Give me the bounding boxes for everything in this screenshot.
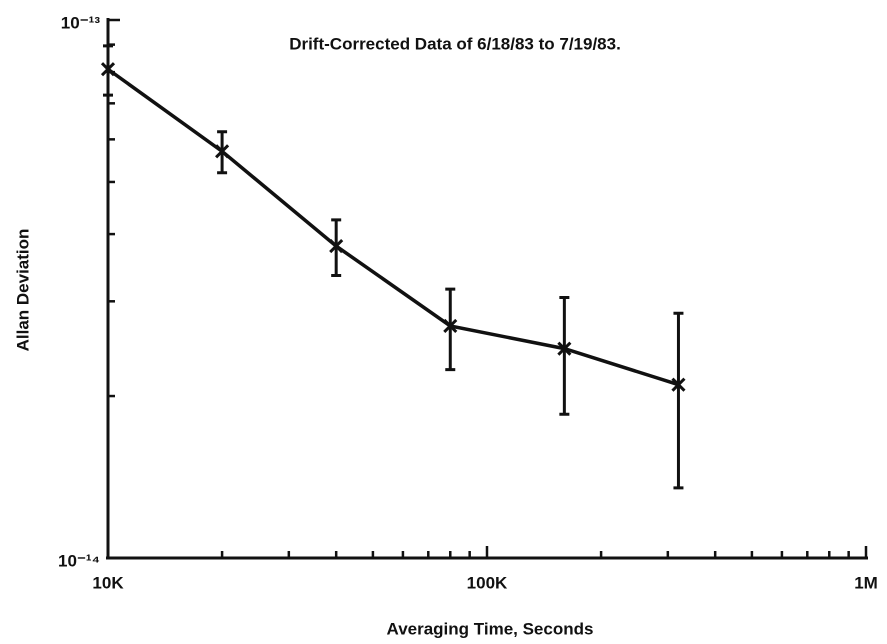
marker [329, 239, 344, 254]
line [106, 67, 679, 387]
marker [215, 144, 230, 159]
y-axis-label: Allan Deviation [13, 229, 32, 352]
error-bar [559, 295, 570, 416]
error-bar [673, 311, 684, 490]
x-tick-label: 100K [467, 573, 508, 592]
marker [443, 318, 458, 333]
x-tick-label: 10K [92, 573, 124, 592]
marker [671, 377, 686, 392]
x-axis-label: Averaging Time, Seconds [387, 619, 594, 638]
marker [100, 62, 116, 77]
x-tick-label: 1M [854, 573, 878, 592]
y-tick-label: 10⁻¹⁴ [58, 551, 100, 570]
error-bar [445, 287, 456, 372]
y-tick-label: 10⁻¹³ [61, 13, 101, 32]
chart-title: Drift-Corrected Data of 6/18/83 to 7/19/… [289, 34, 621, 53]
marker [557, 341, 572, 356]
